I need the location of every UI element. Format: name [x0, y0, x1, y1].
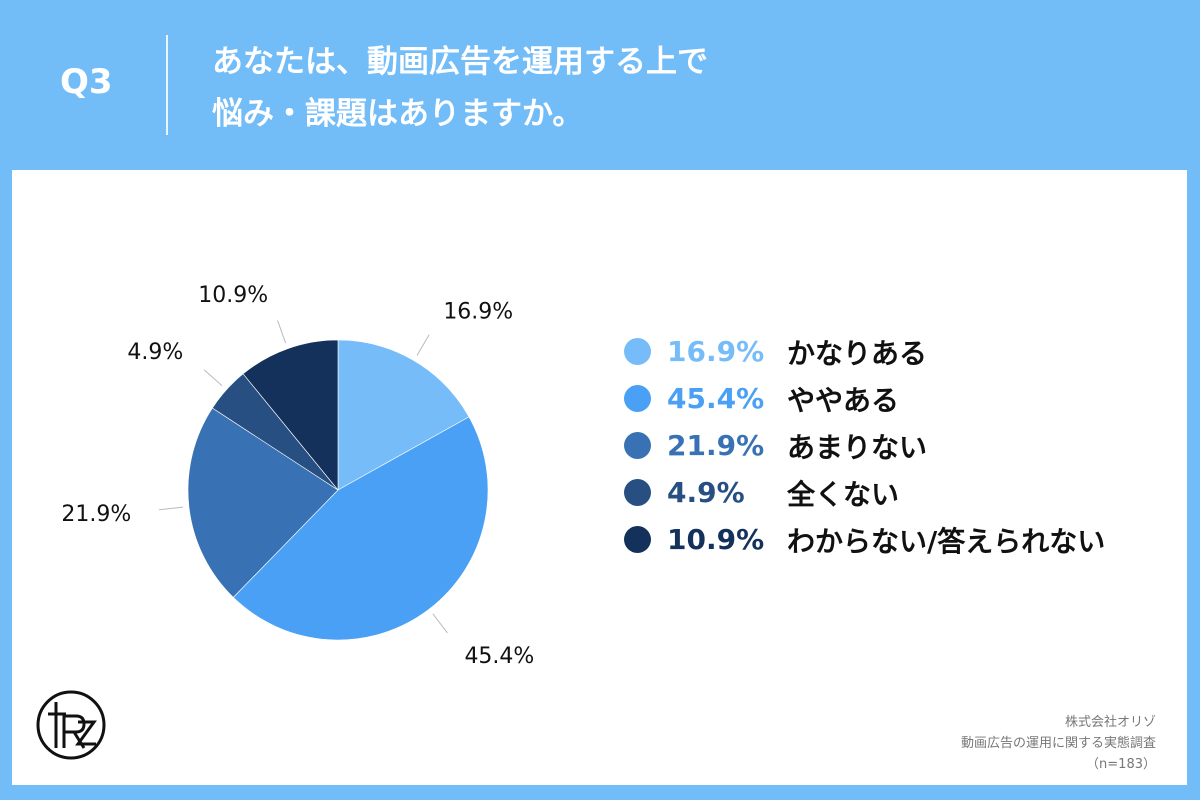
legend-value-1: 16.9%: [667, 335, 765, 368]
leader-line-2: [432, 613, 448, 634]
leader-line-1: [416, 334, 430, 356]
legend-label-3: あまりない: [787, 430, 928, 464]
pie-slice-1: [337, 339, 470, 491]
legend-item-1: 16.9% かなりある: [624, 328, 1105, 375]
leader-line-5: [277, 320, 287, 344]
credits: 株式会社オリゾ 動画広告の運用に関する実態調査 （n=183）: [961, 712, 1156, 775]
chart-legend: 16.9% かなりある 45.4% ややある 21.9% あまりない 4.9% 全くない 10.…: [624, 328, 1105, 563]
legend-item-3: 21.9% あまりない: [624, 422, 1105, 469]
legend-label-5: わからない/答えられない: [787, 524, 1106, 558]
legend-label-4: 全くない: [787, 477, 900, 511]
credit-sample: （n=183）: [1086, 757, 1156, 772]
header-divider: [166, 35, 168, 135]
leader-line-3: [159, 506, 183, 511]
legend-swatch-2: [624, 385, 651, 412]
legend-item-5: 10.9% わからない/答えられない: [624, 516, 1105, 563]
pie-slice-5: [242, 339, 339, 491]
leader-line-4: [203, 369, 223, 387]
legend-item-2: 45.4% ややある: [624, 375, 1105, 422]
credit-survey: 動画広告の運用に関する実態調査: [960, 736, 1156, 751]
question-line-1: あなたは、動画広告を運用する上で: [212, 44, 708, 80]
orizo-logo-icon: [36, 690, 106, 760]
question-number: Q3: [60, 62, 113, 102]
legend-item-4: 4.9% 全くない: [624, 469, 1105, 516]
legend-swatch-4: [624, 479, 651, 506]
legend-value-4: 4.9%: [667, 476, 745, 509]
legend-label-2: ややある: [787, 383, 900, 417]
pie-slice-2: [232, 416, 489, 641]
legend-swatch-1: [624, 338, 651, 365]
legend-value-2: 45.4%: [667, 382, 765, 415]
data-label-1: 16.9%: [443, 300, 513, 325]
legend-value-3: 21.9%: [667, 429, 765, 462]
data-label-5: 10.9%: [198, 283, 268, 308]
pie-slice-3: [187, 407, 339, 598]
header: Q3 あなたは、動画広告を運用する上で 悩み・課題はありますか。: [0, 0, 1200, 170]
data-label-4: 4.9%: [127, 340, 183, 365]
credit-company: 株式会社オリゾ: [1064, 715, 1156, 730]
legend-swatch-5: [624, 526, 651, 553]
data-label-2: 45.4%: [464, 644, 534, 669]
legend-value-5: 10.9%: [667, 523, 765, 556]
legend-swatch-3: [624, 432, 651, 459]
data-label-3: 21.9%: [61, 502, 131, 527]
question-line-2: 悩み・課題はありますか。: [212, 96, 584, 132]
legend-label-1: かなりある: [787, 336, 928, 370]
question-text: あなたは、動画広告を運用する上で 悩み・課題はありますか。: [212, 36, 708, 140]
